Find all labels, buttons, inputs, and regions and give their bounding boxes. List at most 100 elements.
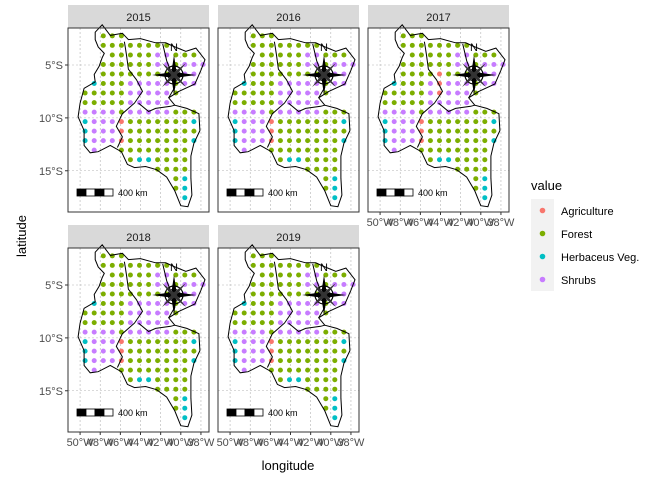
facet-strip [68,5,209,28]
map-point-forest [127,119,133,125]
map-point-forest [182,166,188,172]
map-point-forest [277,348,283,354]
map-point-shrubs [259,339,265,345]
map-point-forest [418,100,424,106]
map-point-forest [268,272,274,278]
map-point-shrubs [259,138,265,144]
map-point-forest [287,42,292,48]
map-point-forest [127,62,133,67]
map-point-forest [464,138,470,144]
map-point-forest [341,52,347,58]
map-point-herbaceus-veg- [182,185,188,191]
map-point-shrubs [259,119,265,125]
map-point-forest [109,291,115,297]
map-point-forest [155,367,161,373]
map-point-forest [127,147,133,153]
map-point-shrubs [146,301,152,306]
legend-swatch [539,207,546,214]
state-border [115,261,144,368]
x-tick-label: 38°W [187,437,215,449]
x-tick-label: 46°W [257,437,285,449]
map-point-agriculture [418,119,424,125]
map-point-forest [137,119,142,125]
compass-needle-diag [312,283,336,307]
facet-strip-label: 2015 [126,12,150,24]
map-point-shrubs [191,71,197,77]
y-tick-label: 10°S [39,333,63,345]
map-point-forest [118,291,124,297]
map-point-herbaceus-veg- [287,377,292,383]
map-point-shrubs [109,109,115,115]
map-point-herbaceus-veg- [491,119,497,125]
map-point-forest [268,291,274,297]
map-point-forest [473,176,479,182]
north-label: N [320,262,328,274]
map-point-herbaceus-veg- [491,138,497,144]
map-point-forest [277,262,283,268]
map-point-herbaceus-veg- [182,415,188,421]
map-point-herbaceus-veg- [332,396,338,402]
map-point-forest [155,358,161,364]
x-tick-label: 42°W [297,437,325,449]
map-point-forest [155,119,161,125]
map-point-forest [173,358,179,364]
scale-bar-segment [85,408,96,417]
map-point-shrubs [259,109,265,115]
map-point-forest [323,119,329,125]
legend-swatch [539,253,546,260]
map-point-forest [250,282,256,287]
map-point-forest [250,100,256,106]
map-point-forest [305,367,311,373]
map-point-forest [464,128,470,134]
map-point-herbaceus-veg- [191,119,197,125]
compass-needle-diag [462,63,486,87]
map-point-herbaceus-veg- [191,138,197,144]
map-point-forest [109,52,115,58]
map-point-forest [155,348,161,354]
map-point-forest [82,90,88,96]
map-point-forest [296,358,302,364]
map-point-shrubs [409,128,415,134]
map-point-shrubs [455,81,461,86]
map-point-forest [259,291,265,297]
map-point-shrubs [305,109,311,115]
panel-border [67,247,210,433]
map-point-shrubs [164,310,170,316]
scale-bar-segment [103,188,114,197]
x-tick-label: 42°W [447,217,475,229]
map-point-shrubs [155,320,161,326]
map-point-forest [473,128,479,134]
map-point-forest [137,358,142,364]
map-point-forest [287,291,292,297]
map-point-forest [437,42,442,48]
map-point-shrubs [305,62,311,67]
map-point-shrubs [164,329,170,335]
map-point-forest [146,128,152,134]
scale-bar-segment [76,188,87,197]
map-point-forest [241,310,247,316]
map-point-shrubs [109,329,115,335]
map-point-forest [296,119,302,125]
map-point-forest [155,262,161,268]
map-point-shrubs [91,348,97,354]
legend-label: Herbaceus Veg. [561,252,639,264]
map-point-shrubs [296,90,302,96]
map-point-shrubs [146,320,152,326]
map-point-forest [155,166,161,172]
map-point-shrubs [127,301,133,306]
map-point-shrubs [250,128,256,134]
scale-bar-segment [226,188,237,197]
panel-border [217,247,360,433]
compass-needle-diag [312,63,336,87]
y-tick-label: 15°S [39,386,63,398]
map-point-shrubs [82,329,88,335]
map-point-forest [259,81,265,86]
map-point-shrubs [400,119,406,125]
map-point-shrubs [100,119,106,125]
map-point-shrubs [146,90,152,96]
map-point-agriculture [437,71,442,77]
map-point-shrubs [296,310,302,316]
map-point-forest [182,386,188,392]
map-point-forest [173,185,179,191]
map-point-shrubs [277,109,283,115]
